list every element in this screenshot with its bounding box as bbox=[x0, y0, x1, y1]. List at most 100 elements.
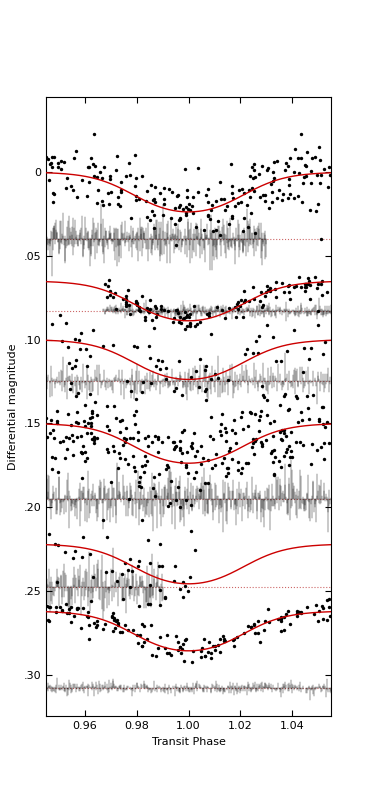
Point bbox=[106, 187, 112, 200]
Point bbox=[161, 182, 167, 195]
Point bbox=[283, 608, 289, 621]
Point bbox=[279, 193, 284, 206]
Point bbox=[217, 633, 223, 646]
Point bbox=[162, 192, 167, 205]
Point bbox=[87, 411, 93, 424]
Point bbox=[173, 630, 179, 642]
Point bbox=[276, 184, 282, 196]
Point bbox=[110, 291, 116, 303]
Point bbox=[221, 633, 227, 646]
Point bbox=[321, 452, 327, 465]
Point bbox=[192, 449, 198, 462]
Point bbox=[230, 634, 236, 646]
Point bbox=[314, 282, 320, 295]
Point bbox=[282, 286, 287, 299]
Point bbox=[225, 462, 231, 475]
Point bbox=[116, 446, 121, 459]
Point bbox=[250, 281, 256, 294]
Point bbox=[302, 277, 308, 290]
Point bbox=[51, 188, 57, 200]
Point bbox=[123, 297, 129, 310]
Point bbox=[177, 641, 183, 654]
Point bbox=[117, 200, 123, 213]
Point bbox=[97, 165, 103, 178]
Point bbox=[241, 187, 247, 200]
Point bbox=[175, 636, 181, 649]
Point bbox=[202, 363, 208, 376]
Point bbox=[176, 306, 181, 319]
Point bbox=[59, 605, 65, 617]
Point bbox=[133, 404, 139, 417]
Point bbox=[109, 609, 115, 622]
Point bbox=[270, 430, 276, 443]
Point bbox=[265, 161, 271, 174]
Point bbox=[169, 212, 174, 225]
Point bbox=[279, 423, 285, 436]
Point bbox=[111, 399, 117, 412]
Point bbox=[262, 614, 268, 627]
Point bbox=[265, 283, 271, 296]
Point bbox=[139, 514, 145, 526]
Point bbox=[158, 363, 163, 376]
Point bbox=[210, 225, 216, 237]
Point bbox=[139, 639, 145, 652]
Point bbox=[252, 434, 258, 447]
Point bbox=[248, 407, 254, 419]
Point bbox=[205, 196, 211, 208]
Point bbox=[291, 281, 297, 294]
Point bbox=[167, 497, 173, 510]
Point bbox=[67, 382, 72, 395]
Point bbox=[242, 348, 248, 361]
Point bbox=[268, 177, 274, 190]
Point bbox=[302, 285, 308, 298]
Point bbox=[125, 564, 131, 576]
Point bbox=[58, 155, 64, 167]
Point bbox=[63, 431, 69, 444]
Point bbox=[199, 642, 205, 654]
Point bbox=[89, 411, 95, 423]
Point bbox=[209, 462, 215, 475]
Point bbox=[282, 427, 287, 440]
Point bbox=[241, 626, 247, 639]
Point bbox=[123, 289, 129, 302]
Point bbox=[279, 277, 285, 290]
Point bbox=[100, 514, 106, 526]
Point bbox=[280, 188, 286, 200]
Point bbox=[309, 438, 315, 451]
Point bbox=[193, 220, 199, 233]
Point bbox=[165, 431, 171, 444]
Point bbox=[315, 277, 321, 290]
Point bbox=[318, 233, 324, 246]
Point bbox=[278, 433, 284, 446]
Point bbox=[132, 171, 138, 184]
Point bbox=[232, 427, 238, 440]
Point bbox=[157, 584, 163, 597]
Point bbox=[139, 170, 145, 183]
Point bbox=[105, 419, 110, 432]
Point bbox=[49, 462, 55, 475]
Point bbox=[252, 407, 258, 420]
Point bbox=[257, 635, 263, 648]
Point bbox=[50, 423, 56, 436]
Point bbox=[87, 387, 93, 400]
Point bbox=[162, 641, 167, 654]
Point bbox=[166, 304, 171, 317]
Point bbox=[78, 446, 84, 459]
Point bbox=[157, 631, 163, 644]
Point bbox=[246, 295, 252, 308]
Point bbox=[70, 184, 76, 196]
Point bbox=[144, 633, 150, 646]
Point bbox=[302, 281, 308, 294]
Point bbox=[82, 455, 88, 468]
Point bbox=[132, 464, 138, 477]
Point bbox=[57, 309, 63, 322]
Point bbox=[208, 651, 214, 664]
Point bbox=[88, 151, 93, 164]
Point bbox=[139, 386, 145, 398]
Point bbox=[79, 174, 85, 187]
Point bbox=[187, 320, 193, 332]
Point bbox=[86, 161, 92, 174]
Point bbox=[146, 305, 152, 318]
Point bbox=[61, 546, 67, 559]
Point bbox=[268, 447, 274, 460]
